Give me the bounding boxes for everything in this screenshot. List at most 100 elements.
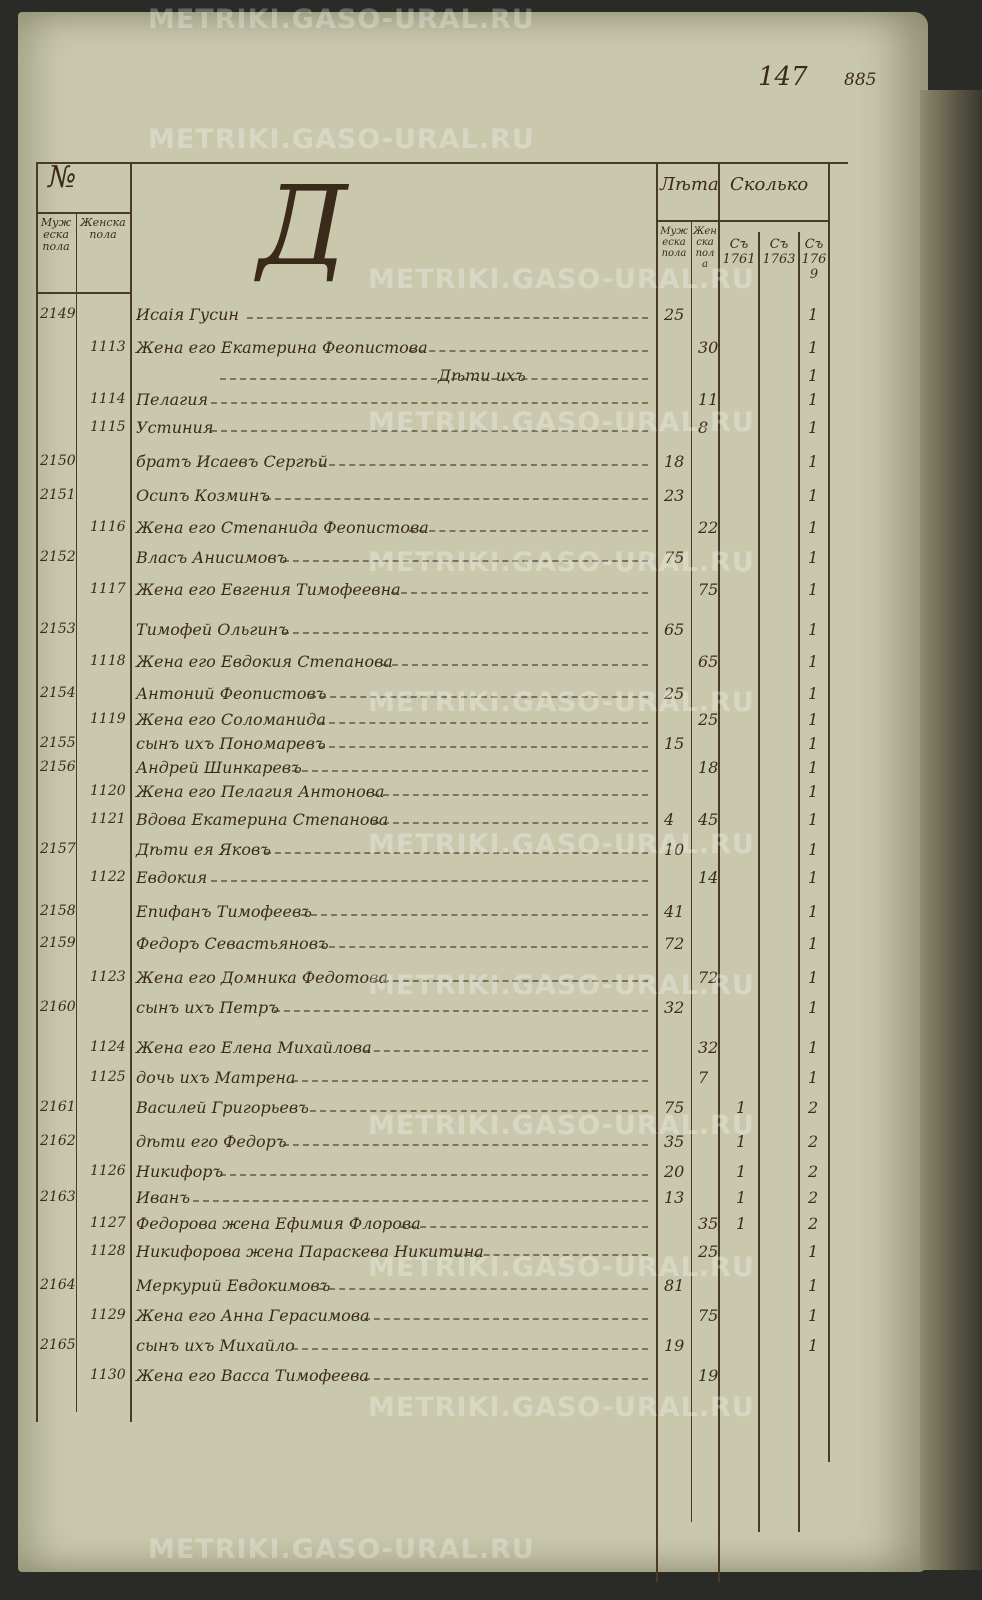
folio-number: 147	[758, 62, 808, 92]
dash-filler	[373, 822, 648, 824]
section-letter: Д	[258, 162, 348, 290]
count-1769: 1	[808, 1242, 819, 1261]
male-number: 2158	[40, 903, 76, 919]
person-name: Дѣти ихъ	[438, 366, 526, 385]
register-row: 2153 Тимофей Ольгинъ 65 1	[18, 620, 928, 642]
dash-filler	[373, 794, 648, 796]
male-number: 2152	[40, 549, 76, 565]
register-row: 2161 Василей Григорьевъ 75 1 2	[18, 1098, 928, 1120]
age-male: 4	[664, 810, 675, 829]
dash-filler	[364, 1378, 648, 1380]
dash-filler	[382, 664, 648, 666]
age-male: 10	[664, 840, 685, 859]
year-heading-1763: Съ 1763	[762, 237, 796, 267]
age-female: 72	[698, 968, 719, 987]
count-1769: 1	[808, 934, 819, 953]
archive-page-number: 885	[844, 70, 877, 90]
male-number: 2153	[40, 621, 76, 637]
dash-filler	[247, 317, 648, 319]
watermark: METRIKI.GASO-URAL.RU	[368, 970, 755, 1001]
count-1761: 1	[736, 1098, 747, 1117]
rule	[798, 232, 800, 1532]
female-number: 1119	[90, 711, 126, 727]
age-male: 13	[664, 1188, 685, 1207]
age-female: 35	[698, 1214, 719, 1233]
rule	[656, 220, 828, 222]
age-female: 32	[698, 1038, 719, 1057]
female-number: 1116	[90, 519, 126, 535]
dash-filler	[400, 1226, 648, 1228]
register-row: 2156 Андрей Шинкаревъ 18 1	[18, 758, 928, 780]
register-row: 1122 Евдокия 14 1	[18, 868, 928, 890]
age-male: 18	[664, 452, 685, 471]
person-name: Иванъ	[136, 1188, 191, 1207]
age-female: 11	[698, 390, 719, 409]
count-1769: 2	[808, 1214, 819, 1233]
dash-filler	[220, 1174, 648, 1176]
age-female: 30	[698, 338, 719, 357]
person-name: Никифорова жена Параскева Никитина	[136, 1242, 484, 1261]
male-column-heading: Мужеска пола	[40, 216, 72, 253]
rule	[828, 162, 830, 1462]
watermark: METRIKI.GASO-URAL.RU	[148, 124, 535, 155]
age-male: 19	[664, 1336, 685, 1355]
person-name: Жена его Соломанида	[136, 710, 326, 729]
register-row: 1121 Вдова Екатерина Степанова 4 45 1	[18, 810, 928, 832]
register-row: 1129 Жена его Анна Герасимова 75 1	[18, 1306, 928, 1328]
register-row: 2158 Епифанъ Тимофеевъ 41 1	[18, 902, 928, 924]
register-row: 2160 сынъ ихъ Петръ 32 1	[18, 998, 928, 1020]
person-name: Жена его Степанида Феопистова	[136, 518, 429, 537]
register-row: 2150 братъ Исаевъ Сергѣй 18 1	[18, 452, 928, 474]
age-male: 32	[664, 998, 685, 1017]
male-number: 2149	[40, 306, 76, 322]
register-row: 1113 Жена его Екатерина Феопистова 30 1	[18, 338, 928, 360]
age-male: 15	[664, 734, 685, 753]
register-row: 1118 Жена его Евдокия Степанова 65 1	[18, 652, 928, 674]
register-row: 1116 Жена его Степанида Феопистова 22 1	[18, 518, 928, 540]
count-1769: 1	[808, 548, 819, 567]
rule	[36, 212, 130, 214]
year-heading-1761: Съ 1761	[722, 237, 756, 267]
female-number: 1117	[90, 581, 126, 597]
person-name: сынъ ихъ Михайло	[136, 1336, 295, 1355]
female-number: 1122	[90, 869, 126, 885]
count-1769: 1	[808, 998, 819, 1017]
count-1769: 1	[808, 1306, 819, 1325]
number-heading: №	[48, 160, 77, 195]
female-number: 1113	[90, 339, 126, 355]
count-1769: 1	[808, 902, 819, 921]
age-female: 25	[698, 1242, 719, 1261]
dash-filler	[292, 1080, 648, 1082]
register-row: 2157 Дѣти ея Яковъ 10 1	[18, 840, 928, 862]
person-name: Осипъ Козминъ	[136, 486, 270, 505]
age-male: 75	[664, 548, 685, 567]
male-number: 2156	[40, 759, 76, 775]
age-male-heading: Мужеска пола	[660, 226, 688, 259]
person-name: Дѣти ея Яковъ	[136, 840, 271, 859]
age-female: 22	[698, 518, 719, 537]
register-row: 2162 дѣти его Федоръ 35 1 2	[18, 1132, 928, 1154]
age-male: 23	[664, 486, 685, 505]
register-row: 1128 Никифорова жена Параскева Никитина 25…	[18, 1242, 928, 1264]
female-number: 1127	[90, 1215, 126, 1231]
count-1761: 1	[736, 1214, 747, 1233]
person-name: сынъ ихъ Пономаревъ	[136, 734, 326, 753]
person-name: Евдокия	[136, 868, 208, 887]
dash-filler	[292, 770, 648, 772]
count-1769: 1	[808, 840, 819, 859]
count-1769: 1	[808, 1068, 819, 1087]
female-number: 1115	[90, 419, 126, 435]
register-row: 2165 сынъ ихъ Михайло 19 1	[18, 1336, 928, 1358]
register-row: 2164 Меркурий Евдокимовъ 81 1	[18, 1276, 928, 1298]
count-1761: 1	[736, 1188, 747, 1207]
count-1769: 1	[808, 418, 819, 437]
person-name: Жена его Васса Тимофеева	[136, 1366, 369, 1385]
year-heading-1769: Съ 1769	[801, 237, 827, 282]
male-number: 2161	[40, 1099, 76, 1115]
dash-filler	[274, 1010, 648, 1012]
register-row: 1114 Пелагия 11 1	[18, 390, 928, 412]
person-name: Жена его Екатерина Феопистова	[136, 338, 428, 357]
watermark: METRIKI.GASO-URAL.RU	[148, 4, 535, 35]
age-female: 19	[698, 1366, 719, 1385]
dash-filler	[373, 980, 648, 982]
